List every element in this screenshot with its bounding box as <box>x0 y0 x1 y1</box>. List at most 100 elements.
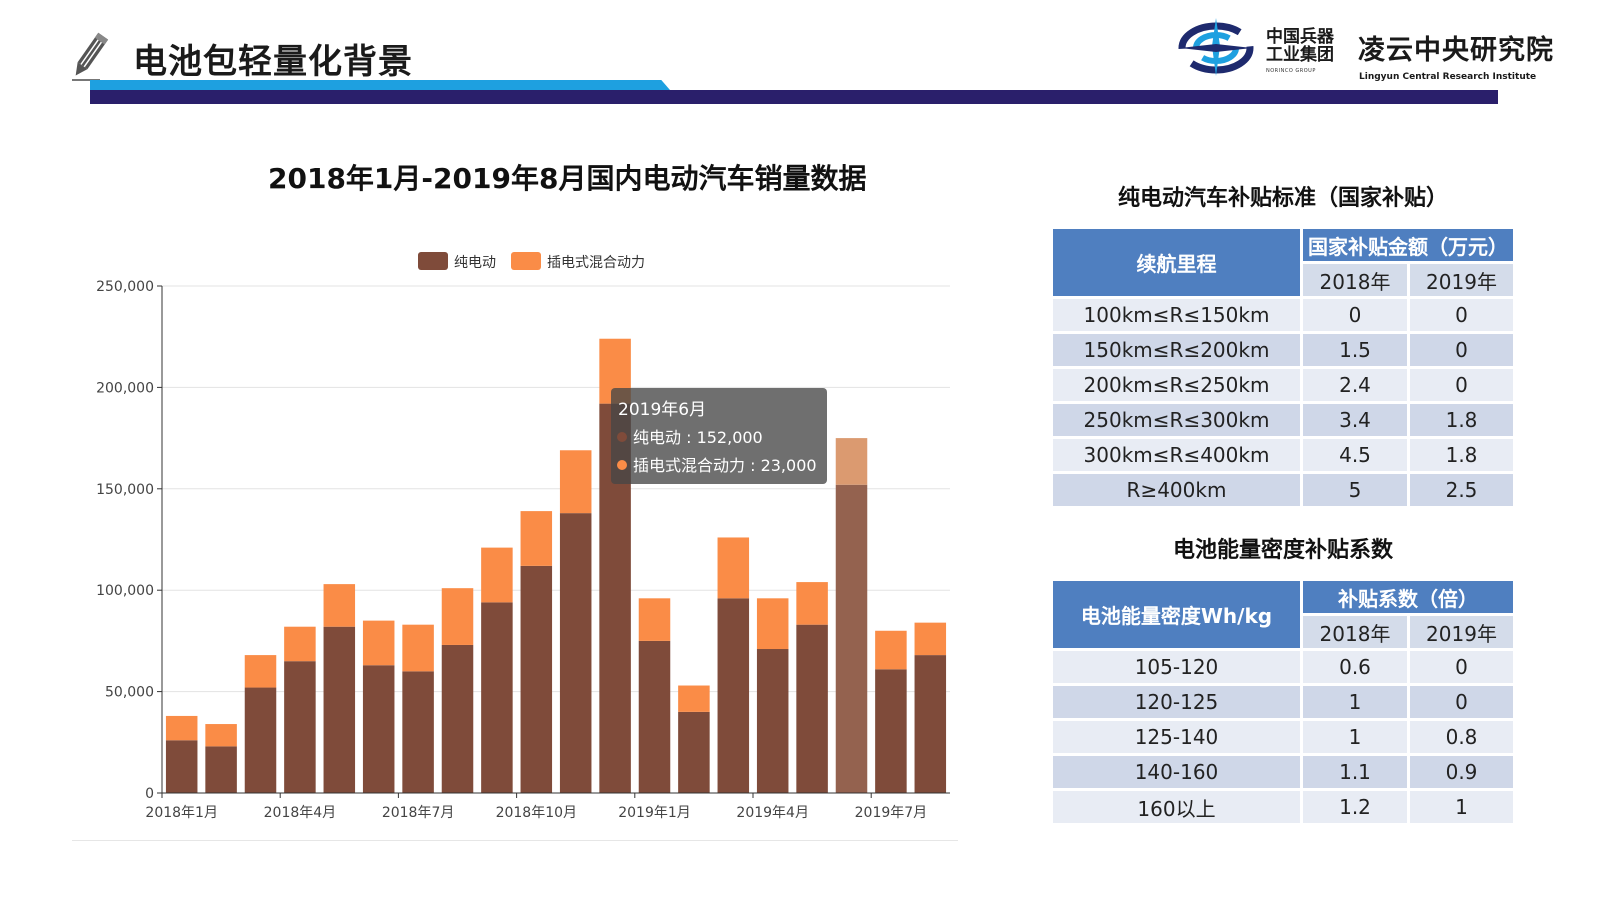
page-title: 电池包轻量化背景 <box>133 42 413 82</box>
density-row-cell: 0.8 <box>1410 721 1513 753</box>
density-row-cell: 0 <box>1410 686 1513 718</box>
density-row: 120-125 1 0 <box>1053 686 1513 718</box>
logo-group-name: 中国兵器 工业集团 <box>1266 27 1334 65</box>
x-tick-label: 2018年1月 <box>145 805 218 821</box>
subsidy-row: 150km≤R≤200km 1.5 0 <box>1053 334 1513 366</box>
header: 电池包轻量化背景 中国兵器 工业集团 NORINCO GROUP 凌云中央研究院… <box>0 0 1600 110</box>
logo-mark-icon <box>1178 18 1254 76</box>
bar-phev <box>441 588 474 645</box>
bar-phev <box>205 724 237 747</box>
pencil-icon <box>72 32 109 81</box>
logo-group-english: NORINCO GROUP <box>1266 68 1316 74</box>
x-tick-label: 2018年4月 <box>264 805 337 821</box>
logo-institute-english: Lingyun Central Research Institute <box>1359 72 1537 82</box>
bar-bev <box>875 669 907 793</box>
subsidy-row: 300km≤R≤400km 4.5 1.8 <box>1053 439 1513 471</box>
bar-phev <box>402 624 434 672</box>
subsidy-row: 100km≤R≤150km 0 0 <box>1053 299 1513 331</box>
bar-phev <box>323 584 356 627</box>
bar-phev <box>835 438 868 485</box>
subsidy-header-range: 续航里程 <box>1053 229 1300 296</box>
subsidy-table-title: 纯电动汽车补贴标准（国家补贴） <box>1117 186 1448 211</box>
bar-bev <box>165 740 198 793</box>
bar-phev <box>914 622 947 656</box>
density-row-cell: 1 <box>1410 791 1513 823</box>
bar-bev <box>559 513 592 793</box>
subsidy-row-cell: R≥400km <box>1053 474 1300 506</box>
subsidy-row-cell: 2.5 <box>1410 474 1513 506</box>
subsidy-row-cell: 0 <box>1410 299 1513 331</box>
subsidy-header-2018: 2018年 <box>1303 264 1407 296</box>
subsidy-row-cell: 150km≤R≤200km <box>1053 334 1300 366</box>
density-header-range: 电池能量密度Wh/kg <box>1053 581 1300 648</box>
header-band <box>90 90 1498 104</box>
subsidy-row-cell: 0 <box>1410 334 1513 366</box>
y-tick-label: 50,000 <box>105 685 154 701</box>
density-table-title: 电池能量密度补贴系数 <box>1172 538 1393 563</box>
density-row-cell: 0.6 <box>1303 651 1407 683</box>
subsidy-row-cell: 0 <box>1303 299 1407 331</box>
density-row-cell: 105-120 <box>1053 651 1300 683</box>
tooltip-dot-phev <box>617 460 627 470</box>
y-tick-label: 0 <box>145 786 154 802</box>
subsidy-row-cell: 200km≤R≤250km <box>1053 369 1300 401</box>
bar-bev <box>323 626 356 793</box>
density-row-cell: 160以上 <box>1053 791 1300 823</box>
tooltip-box <box>611 388 827 484</box>
tooltip-line-phev: 插电式混合动力 : 23,000 <box>633 456 817 475</box>
subsidy-row: 200km≤R≤250km 2.4 0 <box>1053 369 1513 401</box>
bar-phev <box>481 547 513 603</box>
density-header-2018: 2018年 <box>1303 616 1407 648</box>
bar-bev <box>244 687 277 793</box>
subsidy-row-cell: 0 <box>1410 369 1513 401</box>
bar-phev <box>796 582 828 625</box>
bar-phev <box>678 685 710 712</box>
chart-divider <box>72 840 958 841</box>
bar-phev <box>520 511 553 566</box>
y-tick-label: 200,000 <box>96 380 154 396</box>
density-row-cell: 1 <box>1303 686 1407 718</box>
density-row: 125-140 1 0.8 <box>1053 721 1513 753</box>
subsidy-row-cell: 5 <box>1303 474 1407 506</box>
density-row-cell: 0.9 <box>1410 756 1513 788</box>
bar-bev <box>520 565 553 793</box>
density-row-cell: 125-140 <box>1053 721 1300 753</box>
legend-swatch-bev <box>418 252 448 270</box>
subsidy-header-amount: 国家补贴金额（万元） <box>1303 229 1513 261</box>
subsidy-row-cell: 250km≤R≤300km <box>1053 404 1300 436</box>
logo-institute-name: 凌云中央研究院 <box>1358 35 1554 66</box>
bar-phev <box>756 598 789 650</box>
bar-bev <box>441 644 474 793</box>
bar-phev <box>362 620 395 666</box>
legend-swatch-phev <box>511 252 541 270</box>
header-band-accent <box>90 80 670 90</box>
bar-bev <box>914 655 947 793</box>
sales-chart-svg: 0 50,000 100,000 150,000 200,000 250,000 2018年… <box>96 252 950 821</box>
density-row-cell: 1 <box>1303 721 1407 753</box>
subsidy-row-cell: 4.5 <box>1303 439 1407 471</box>
bar-bev <box>362 665 395 793</box>
density-table: 电池能量密度Wh/kg 补贴系数（倍） 2018年 2019年 105-120 0… <box>1050 578 1516 826</box>
density-row: 140-160 1.1 0.9 <box>1053 756 1513 788</box>
density-header-2019: 2019年 <box>1410 616 1513 648</box>
tooltip-title: 2019年6月 <box>618 400 706 420</box>
subsidy-row-cell: 1.8 <box>1410 439 1513 471</box>
density-row-cell: 120-125 <box>1053 686 1300 718</box>
chart-title: 2018年1月-2019年8月国内电动汽车销量数据 <box>268 162 867 195</box>
subsidy-row-cell: 1.8 <box>1410 404 1513 436</box>
x-tick-label: 2018年7月 <box>382 805 455 821</box>
bar-bev <box>756 649 789 793</box>
bar-bev <box>481 602 513 793</box>
bar-bev <box>835 484 868 793</box>
company-logo: 中国兵器 工业集团 NORINCO GROUP 凌云中央研究院 Lingyun … <box>1176 16 1556 82</box>
tooltip-dot-bev <box>617 432 627 442</box>
bar-phev <box>559 450 592 514</box>
subsidy-row-cell: 300km≤R≤400km <box>1053 439 1300 471</box>
x-tick-label: 2019年7月 <box>855 805 928 821</box>
bar-phev <box>638 598 671 641</box>
subsidy-table: 续航里程 国家补贴金额（万元） 2018年 2019年 100km≤R≤150k… <box>1050 226 1516 509</box>
bar-bev <box>717 598 750 793</box>
bar-bev <box>284 661 316 793</box>
subsidy-row-cell: 100km≤R≤150km <box>1053 299 1300 331</box>
bar-bev <box>638 640 671 793</box>
